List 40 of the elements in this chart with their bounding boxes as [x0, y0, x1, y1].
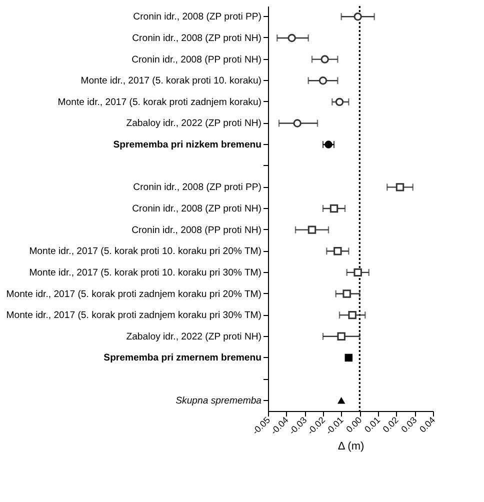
y-tick-label: Monte idr., 2017 (5. korak proti 10. koraku) — [80, 76, 262, 87]
y-tick-label: Sprememba pri zmernem bremenu — [104, 352, 262, 364]
y-tick-label: Cronin idr., 2008 (ZP proti PP) — [133, 12, 262, 23]
x-tick-label: 0.00 — [344, 414, 364, 434]
y-tick-label: Cronin idr., 2008 (PP proti NH) — [132, 224, 262, 236]
point — [344, 354, 353, 362]
point — [330, 204, 338, 213]
y-tick-label: Cronin idr., 2008 (PP proti NH) — [132, 54, 262, 66]
x-tick-label: 0.03 — [399, 414, 419, 434]
point — [293, 119, 302, 128]
point — [396, 183, 404, 192]
point — [288, 34, 296, 42]
y-tick-label: Skupna sprememba — [176, 395, 262, 406]
y-tick-label: Monte idr., 2017 (5. korak proti zadnjem koraku pri 30% TM) — [6, 310, 262, 322]
point — [337, 396, 346, 404]
y-tick-label: Cronin idr., 2008 (ZP proti PP) — [133, 182, 262, 194]
point — [337, 332, 346, 340]
x-tick-label: 0.04 — [418, 414, 438, 434]
y-tick-label: Monte idr., 2017 (5. korak proti zadnjem koraku) — [58, 96, 262, 108]
point — [354, 12, 362, 21]
point — [308, 226, 316, 234]
y-tick-label: Cronin idr., 2008 (ZP proti NH) — [132, 32, 262, 44]
point — [318, 76, 328, 85]
y-tick-label: Monte idr., 2017 (5. korak proti zadnjem koraku pri 20% TM) — [6, 288, 262, 300]
y-tick-label: Zabaloy idr., 2022 (ZP proti NH) — [126, 118, 262, 130]
y-tick-label: Zabaloy idr., 2022 (ZP proti NH) — [126, 331, 262, 342]
point — [324, 140, 332, 148]
y-tick-label: Monte idr., 2017 (5. korak proti 10. koraku pri 30% TM) — [29, 267, 262, 278]
x-tick-label: 0.01 — [362, 414, 382, 434]
point — [348, 310, 356, 320]
y-tick-label: Cronin idr., 2008 (ZP proti NH) — [132, 204, 262, 214]
point — [342, 290, 351, 298]
y-tick-label: Monte idr., 2017 (5. korak proti 10. koraku pri 20% TM) — [29, 246, 262, 258]
point — [334, 247, 342, 256]
point — [354, 268, 362, 277]
x-tick-label: 0.02 — [380, 414, 400, 434]
x-axis-title: Δ (m) — [338, 440, 364, 453]
point — [335, 98, 344, 106]
y-tick-label: Sprememba pri nizkem bremenu — [113, 140, 262, 151]
point — [320, 55, 329, 64]
